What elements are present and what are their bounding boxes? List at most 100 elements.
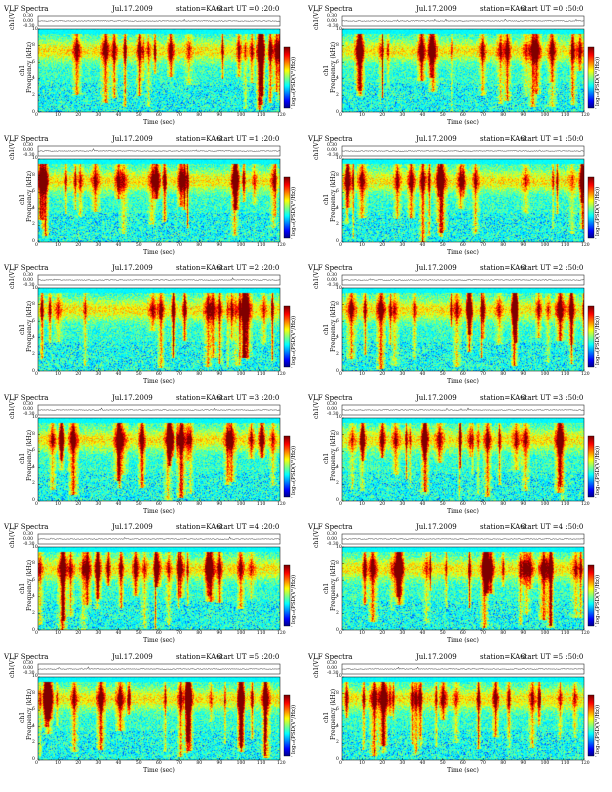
waveform-ytick-label: 0.00 [23,536,34,542]
y-tick-label: 2 [32,740,35,746]
colorbar-frame [283,176,291,238]
x-tick-label: 80 [500,242,507,248]
x-tick-label: 70 [176,631,182,636]
y-tick-label: 10 [336,674,342,679]
waveform-ytick-label: -0.30 [23,23,35,29]
colorbar-frame [587,564,595,627]
date-text: Jul.17.2009 [112,652,153,661]
y-tick-label: 0 [32,627,35,633]
spectrogram-axes [341,287,585,372]
x-tick-label: 100 [236,113,246,118]
spectrum-panel: VLF Spectra Jul.17.2009 station=KAG start U… [308,393,608,521]
date-text: Jul.17.2009 [416,5,457,13]
x-axis-label: Time (sec) [447,378,479,385]
x-tick-label: 110 [256,631,266,636]
y-tick-label: 10 [336,285,342,291]
x-tick-label: 70 [480,242,486,248]
y-tick-label: 8 [32,431,35,437]
x-tick-label: 50 [135,372,142,377]
colorbar-label: log₁₀(PSD(V²/Hz)) [291,186,297,236]
waveform-ytick-label: -0.30 [23,282,35,288]
x-axis-label: Time (sec) [447,507,479,515]
x-tick-label: 100 [540,501,550,507]
x-tick-label: 0 [339,242,342,248]
waveform-line [341,18,584,22]
x-axis-label: Time (sec) [143,637,175,644]
waveform-strip [341,145,585,156]
x-tick-label: 80 [500,372,507,377]
x-tick-label: 10 [359,631,365,636]
panel-title: VLF Spectra Jul.17.2009 station=KAG start U… [308,4,583,14]
x-tick-label: 50 [439,372,446,377]
colorbar-tick-label: - [595,107,597,112]
colorbar-frame [283,305,291,368]
waveform-ytick-label: 0.30 [327,272,338,278]
y-tick-label: 4 [32,594,35,600]
x-tick-label: 40 [419,631,426,636]
x-tick-label: 120 [581,501,590,507]
x-tick-label: 50 [135,760,142,766]
x-tick-label: 30 [399,501,406,507]
x-tick-label: 120 [277,631,286,636]
y-tick-label: 6 [336,577,339,583]
waveform-ytick-label: 0.30 [327,13,338,19]
colorbar-border [283,305,291,368]
y-tick-label: 6 [32,59,35,65]
x-tick-label: 0 [339,113,342,118]
y-tick-label: 4 [336,723,339,729]
colorbar-label: log₁₀(PSD(V²/Hz)) [595,704,601,754]
x-tick-label: 120 [277,242,286,248]
y-tick-label: 0 [336,757,339,762]
x-axis-label: Time (sec) [447,766,479,774]
spectrogram-heatmap [342,676,584,760]
x-axis-label: Time (sec) [143,507,175,515]
x-tick-label: 110 [256,113,266,118]
spectrogram-heatmap [38,29,280,112]
panel-title: VLF Spectra Jul.17.2009 station=KAG start U… [308,393,583,403]
x-tick-label: 90 [216,631,223,636]
x-axis-label: Time (sec) [447,119,479,126]
x-tick-label: 60 [156,113,162,118]
x-tick-label: 120 [581,113,590,118]
y-tick-label: 8 [336,431,339,437]
y-tick-label: 8 [336,172,339,178]
x-tick-label: 80 [196,372,203,377]
y-tick-label: 0 [32,109,35,115]
title-text: VLF Spectra [4,134,49,143]
date-text: Jul.17.2009 [112,393,153,402]
x-tick-label: 40 [115,760,122,766]
x-tick-label: 60 [460,372,466,377]
colorbar-border [283,176,291,238]
x-tick-label: 110 [560,372,570,377]
x-axis-label: Time (sec) [447,248,479,256]
date-text: Jul.17.2009 [112,523,153,531]
waveform-ytick-label: -0.30 [23,412,35,417]
colorbar-label: log₁₀(PSD(V²/Hz)) [595,574,601,624]
y-tick-label: 2 [336,481,339,487]
x-tick-label: 20 [379,631,386,636]
waveform-ytick-label: 0.30 [23,531,34,537]
x-tick-label: 40 [115,242,122,248]
date-text: Jul.17.2009 [112,5,153,13]
x-tick-label: 100 [540,372,550,377]
colorbar [284,565,290,626]
x-tick-label: 120 [581,760,590,766]
x-tick-label: 10 [359,501,365,507]
y-tick-label: 6 [336,318,339,324]
x-tick-label: 100 [540,760,550,766]
x-tick-label: 20 [379,113,386,118]
y-tick-label: 0 [32,368,35,374]
spectrogram-heatmap [38,417,280,501]
title-text: VLF Spectra [4,5,49,13]
x-tick-label: 40 [419,242,426,248]
waveform-ytick-label: 0.30 [23,143,34,148]
colorbar [284,47,290,108]
x-tick-label: 20 [379,501,386,507]
y-tick-label: 2 [32,222,35,228]
x-tick-label: 120 [277,760,286,766]
x-tick-label: 20 [75,242,82,248]
x-tick-label: 0 [35,372,38,377]
station-text: station=KAG [176,393,222,402]
x-tick-label: 0 [35,760,38,766]
waveform-ytick-label: 0.30 [23,272,34,278]
